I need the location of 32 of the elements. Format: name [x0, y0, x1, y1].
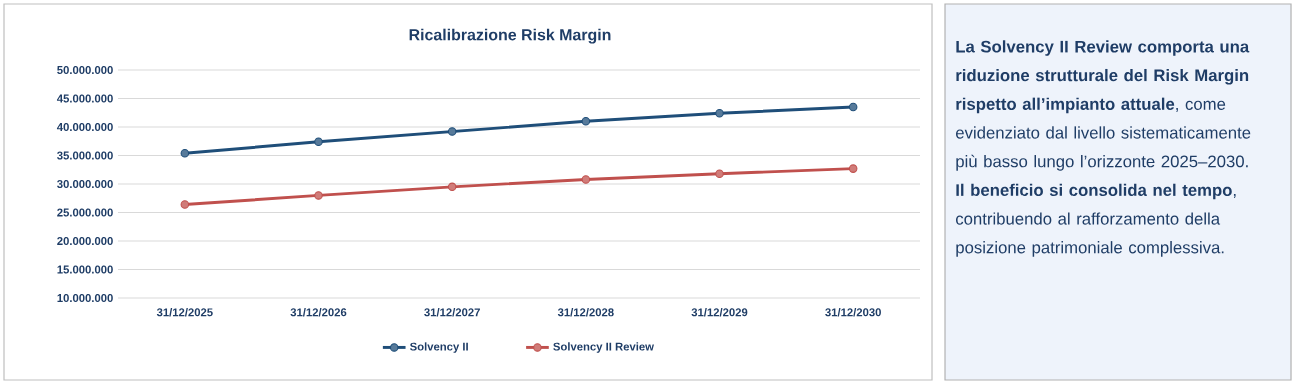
- x-tick-label: 31/12/2025: [156, 308, 213, 317]
- y-tick-label: 45.000.000: [56, 94, 113, 103]
- point: [715, 169, 724, 179]
- point: [848, 164, 858, 173]
- point: [314, 137, 323, 147]
- y-tick-label: 15.000.000: [57, 265, 113, 274]
- x-tick-label: 31/12/2026: [290, 308, 347, 317]
- point: [314, 191, 323, 200]
- point: [447, 182, 457, 192]
- y-tick-label: 35.000.000: [57, 151, 113, 160]
- x-tick-label: 31/12/2030: [825, 308, 881, 317]
- chart-title: Ricalibrazione Risk Margin: [409, 28, 611, 44]
- x-tick-label: 31/12/2029: [691, 308, 748, 317]
- point: [180, 200, 190, 209]
- legend-label: Solvency II Review: [553, 342, 654, 353]
- y-tick-label: 50.000.000: [57, 66, 113, 74]
- text: Il beneficio si consolida nel tempo, contribuendo al rafforzamento della posizione patrimoniale complessiva.: [955, 183, 1236, 257]
- y-tick-label: 25.000.000: [57, 208, 113, 217]
- x-tick-label: 31/12/2028: [557, 308, 614, 317]
- point: [581, 117, 591, 126]
- y-tick-label: 20.000.000: [57, 237, 113, 245]
- legend-label: Solvency II: [410, 342, 468, 353]
- y-tick-label: 40.000.000: [56, 123, 113, 131]
- y-tick-label: 30.000.000: [57, 180, 113, 189]
- text: La Solvency II Review comporta una riduzione strutturale del Risk Margin rispetto all’impianto attuale, come evidenziato dal livello sistematicamente più basso lungo l’orizzonte 2025–2030.: [955, 40, 1251, 171]
- point: [848, 102, 858, 112]
- point: [180, 148, 190, 158]
- point: [715, 109, 724, 118]
- point: [447, 127, 457, 136]
- y-tick-label: 10.000.000: [57, 294, 113, 302]
- point: [581, 175, 591, 184]
- x-tick-label: 31/12/2027: [424, 308, 480, 317]
